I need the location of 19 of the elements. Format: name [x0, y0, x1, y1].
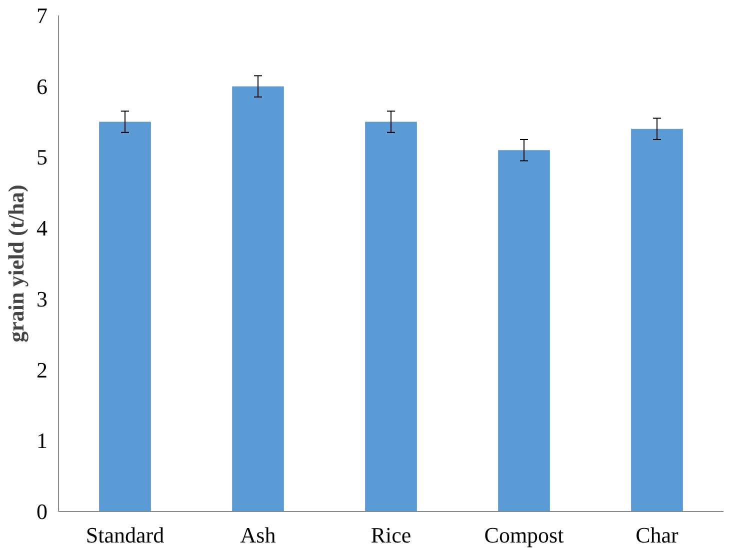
y-tick-label: 0: [36, 499, 48, 524]
x-tick-label: Rice: [370, 522, 412, 548]
x-tick-label: Ash: [240, 522, 276, 548]
bar: [232, 86, 284, 512]
x-tick-label: Standard: [86, 522, 164, 548]
y-tick-label: 2: [36, 357, 48, 382]
bar: [631, 128, 683, 512]
x-tick-label: Compost: [484, 522, 564, 548]
y-axis-title: grain yield (t/ha): [4, 184, 28, 342]
bar: [99, 122, 151, 512]
y-tick-label: 1: [36, 428, 48, 454]
y-tick-label: 5: [36, 144, 48, 170]
bar: [498, 150, 550, 512]
x-tick-label: Char: [636, 522, 680, 548]
bar: [365, 122, 417, 512]
y-tick-label: 7: [36, 3, 48, 28]
y-tick-label: 6: [36, 74, 48, 99]
y-tick-label: 4: [36, 216, 48, 241]
y-tick-label: 3: [36, 286, 48, 312]
